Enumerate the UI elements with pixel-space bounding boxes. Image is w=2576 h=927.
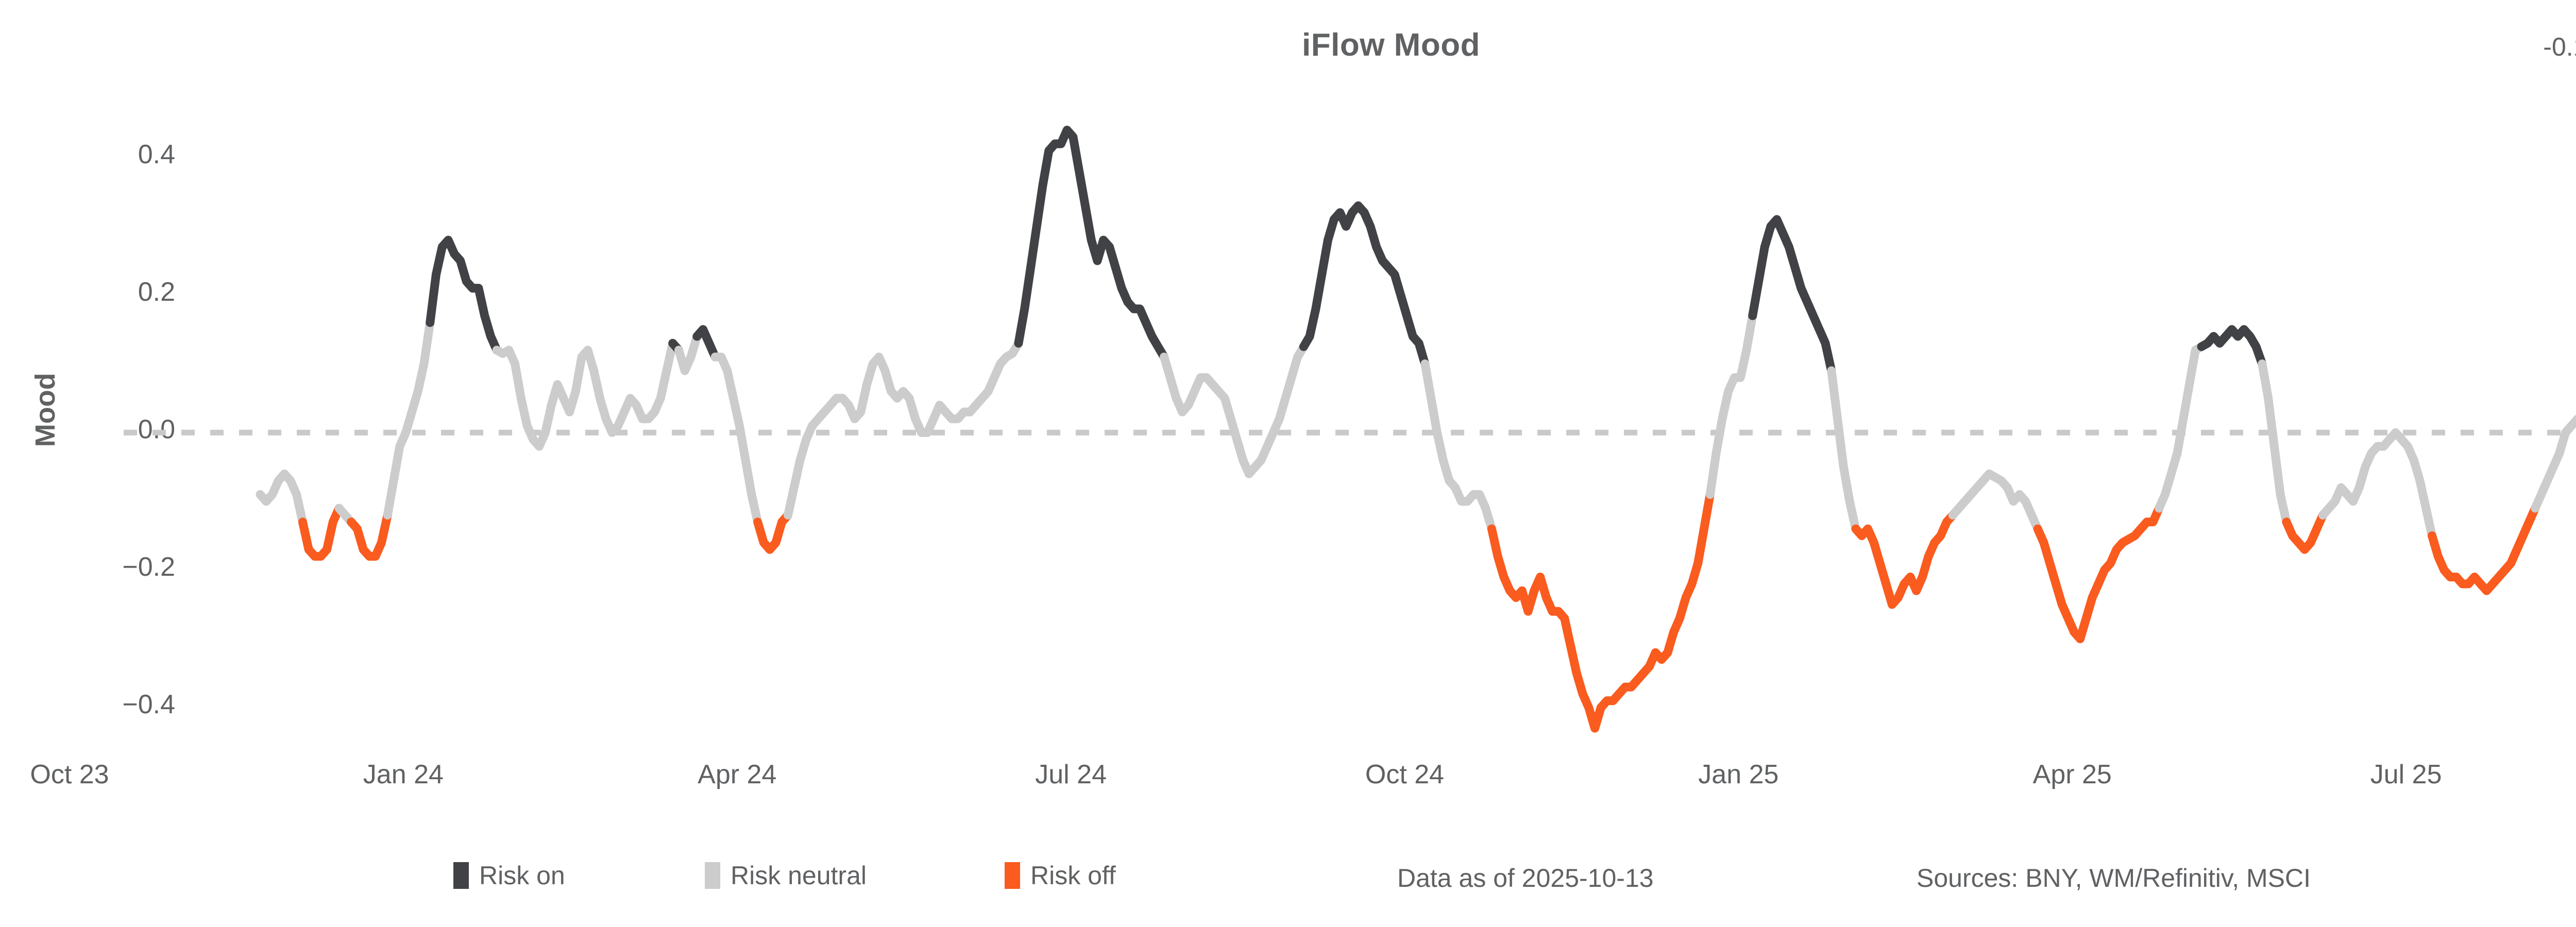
mood-line-segment: [2282, 510, 2328, 554]
mood-line-segment: [383, 318, 435, 520]
y-tick-label: −0.2: [122, 552, 175, 582]
mood-line-segment: [692, 325, 720, 362]
x-tick-label: Jan 24: [363, 760, 444, 789]
mood-line-segment: [298, 504, 344, 561]
x-tick-label: Apr 24: [698, 760, 777, 789]
legend-swatch-risk-neutral: [705, 862, 720, 889]
mood-line-segment: [1827, 366, 1860, 534]
y-tick-label: −0.4: [122, 690, 175, 719]
x-tick-label: Jul 25: [2370, 760, 2442, 789]
mood-line-segment: [753, 510, 792, 554]
y-tick-label: 0.0: [138, 415, 175, 444]
mood-line-segment: [1705, 311, 1757, 499]
mood-line-segment: [2033, 504, 2164, 643]
mood-line-segment: [2428, 504, 2540, 595]
x-tick-label: Oct 23: [30, 760, 109, 789]
legend-item-risk-off[interactable]: Risk off: [1005, 859, 1116, 892]
mood-line-segment: [783, 338, 1023, 520]
mood-line-segment: [674, 332, 702, 375]
y-tick-label: 0.4: [138, 140, 175, 169]
legend-item-risk-on[interactable]: Risk on: [453, 859, 565, 892]
legend: Risk on Risk neutral Risk off: [0, 859, 2576, 900]
legend-label-risk-neutral: Risk neutral: [731, 861, 867, 890]
mood-line-segment: [347, 510, 392, 561]
mood-line-segment: [1748, 215, 1836, 375]
mood-line-segment: [492, 338, 677, 451]
mood-line-segment: [2531, 415, 2576, 513]
y-tick-label: 0.2: [138, 277, 175, 307]
mood-line-segment: [2258, 359, 2291, 527]
legend-label-risk-on: Risk on: [479, 861, 565, 890]
mood-line-segment: [256, 469, 307, 527]
legend-item-risk-neutral[interactable]: Risk neutral: [705, 859, 867, 892]
sources-note: Sources: BNY, WM/Refinitiv, MSCI: [1917, 864, 2311, 892]
data-as-of-note: Data as of 2025-10-13: [1397, 864, 1654, 892]
mood-line-segment: [1948, 469, 2042, 534]
legend-label-risk-off: Risk off: [1030, 861, 1116, 890]
mood-line-segment: [1014, 126, 1169, 362]
x-tick-label: Oct 24: [1365, 760, 1445, 789]
mood-line-segment: [710, 352, 762, 527]
mood-line-segment: [1160, 342, 1308, 478]
mood-line-segment: [2155, 342, 2206, 513]
mood-line-segment: [2318, 428, 2437, 540]
mood-line-segment: [2197, 325, 2267, 368]
mood-line-segment: [1851, 510, 1957, 609]
legend-swatch-risk-on: [453, 862, 469, 889]
mood-line-segment: [1487, 490, 1715, 733]
page-title: iFlow Mood: [1302, 27, 1480, 63]
mood-line-series: [256, 126, 2576, 733]
mood-line-segment: [1420, 359, 1496, 534]
mood-readout: -0.1325 → risk off: [2543, 32, 2576, 61]
legend-swatch-risk-off: [1005, 862, 1020, 889]
x-tick-label: Jul 24: [1035, 760, 1107, 789]
x-tick-label: Jan 25: [1698, 760, 1779, 789]
mood-line-segment: [426, 235, 501, 355]
mood-line-segment: [1299, 201, 1430, 368]
x-tick-label: Apr 25: [2032, 760, 2112, 789]
